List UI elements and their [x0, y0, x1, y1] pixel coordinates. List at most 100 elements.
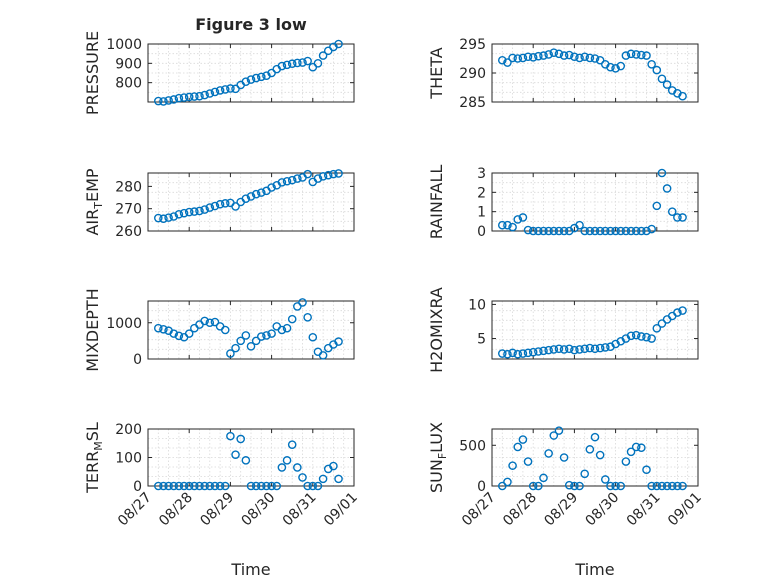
y-tick-label: 260: [115, 224, 142, 240]
data-point: [179, 93, 189, 102]
data-point: [169, 95, 179, 104]
data-point: [153, 323, 163, 333]
data-point: [637, 332, 646, 341]
data-point: [318, 351, 328, 360]
data-point: [293, 463, 302, 472]
data-point: [200, 316, 209, 326]
data-point: [503, 220, 512, 230]
data-point: [313, 481, 323, 491]
data-point: [652, 65, 662, 75]
y-tick-label: 0: [477, 479, 486, 495]
data-point: [164, 213, 173, 222]
subplot-rainfall: 0 1 2 3 RAINFALL: [427, 165, 699, 240]
data-point: [595, 450, 605, 460]
data-point: [508, 461, 517, 470]
y-axis-label-text: RAINFALL: [427, 165, 446, 240]
data-point: [256, 332, 266, 341]
data-point: [590, 54, 600, 63]
data-point: [626, 447, 636, 457]
data-point: [205, 318, 215, 328]
data-point: [267, 329, 276, 338]
subplot-sun-flux: 0 500 08/27 08/28 08/29 08/30 08/31 09/01 SUNFLU…: [427, 422, 705, 529]
data-point: [174, 93, 184, 103]
data-point: [523, 457, 533, 466]
y-axis-label-text: THETA: [427, 47, 446, 99]
data-point: [657, 74, 667, 84]
data-point: [626, 49, 636, 59]
subplot-theta: 285 290 295 THETA: [427, 37, 699, 111]
data-point: [318, 51, 328, 60]
y-axis-label: THETA: [427, 47, 446, 99]
data-point: [678, 481, 687, 491]
data-point: [267, 481, 276, 491]
x-tick-label: 08/27: [115, 490, 155, 530]
data-point: [585, 53, 595, 63]
data-point: [559, 226, 569, 236]
data-point: [606, 226, 615, 236]
data-point: [293, 174, 302, 183]
data-point: [647, 334, 656, 343]
series-markers: [153, 298, 343, 360]
data-point: [595, 55, 605, 65]
series-markers: [153, 431, 343, 491]
data-point: [246, 342, 256, 351]
data-point: [534, 347, 543, 356]
data-point: [184, 207, 194, 217]
data-point: [164, 481, 173, 491]
data-point: [503, 349, 512, 359]
data-point: [508, 222, 517, 232]
data-point: [642, 332, 651, 342]
data-point: [313, 59, 323, 68]
y-axis-label-text: LUX: [427, 422, 446, 453]
data-point: [523, 52, 533, 62]
data-point: [169, 329, 179, 338]
data-point: [539, 473, 548, 483]
data-point: [195, 481, 204, 491]
data-point: [256, 481, 266, 491]
data-point: [205, 89, 215, 98]
data-point: [673, 213, 682, 222]
data-point: [215, 199, 225, 209]
y-tick-label: 1000: [106, 316, 142, 332]
data-point: [169, 481, 179, 491]
data-point: [164, 96, 173, 105]
data-point: [195, 206, 204, 216]
data-point: [544, 50, 553, 59]
data-point: [272, 481, 282, 491]
y-tick-label: 0: [133, 352, 142, 368]
axes-box: [147, 43, 355, 103]
data-point: [626, 226, 636, 236]
data-point: [287, 314, 297, 324]
x-tick-label: 08/31: [624, 490, 664, 530]
data-point: [611, 64, 620, 73]
data-point: [236, 336, 245, 346]
data-point: [287, 440, 297, 449]
data-point: [241, 77, 251, 86]
data-point: [503, 477, 512, 487]
data-point: [585, 445, 595, 454]
axes-box: [147, 172, 355, 232]
y-tick-label: 100: [115, 451, 142, 467]
data-point: [544, 226, 553, 236]
data-point: [652, 481, 662, 491]
data-point: [174, 331, 184, 341]
data-point: [559, 453, 569, 462]
subplot-air-temp: 260 270 280 AIRTEMP: [83, 168, 355, 240]
y-tick-label: 1: [477, 205, 486, 221]
data-point: [611, 226, 620, 236]
data-point: [539, 346, 548, 356]
data-point: [580, 226, 590, 236]
data-point: [667, 481, 677, 491]
data-point: [334, 474, 343, 484]
data-point: [642, 465, 651, 475]
data-point: [179, 481, 189, 491]
data-point: [323, 170, 333, 180]
data-point: [616, 226, 626, 236]
data-point: [220, 85, 230, 94]
data-point: [642, 226, 651, 236]
data-point: [210, 317, 220, 327]
y-axis-label: PRESSURE: [83, 31, 102, 115]
data-point: [528, 226, 538, 236]
y-axis-label-text: TERR: [83, 451, 102, 494]
